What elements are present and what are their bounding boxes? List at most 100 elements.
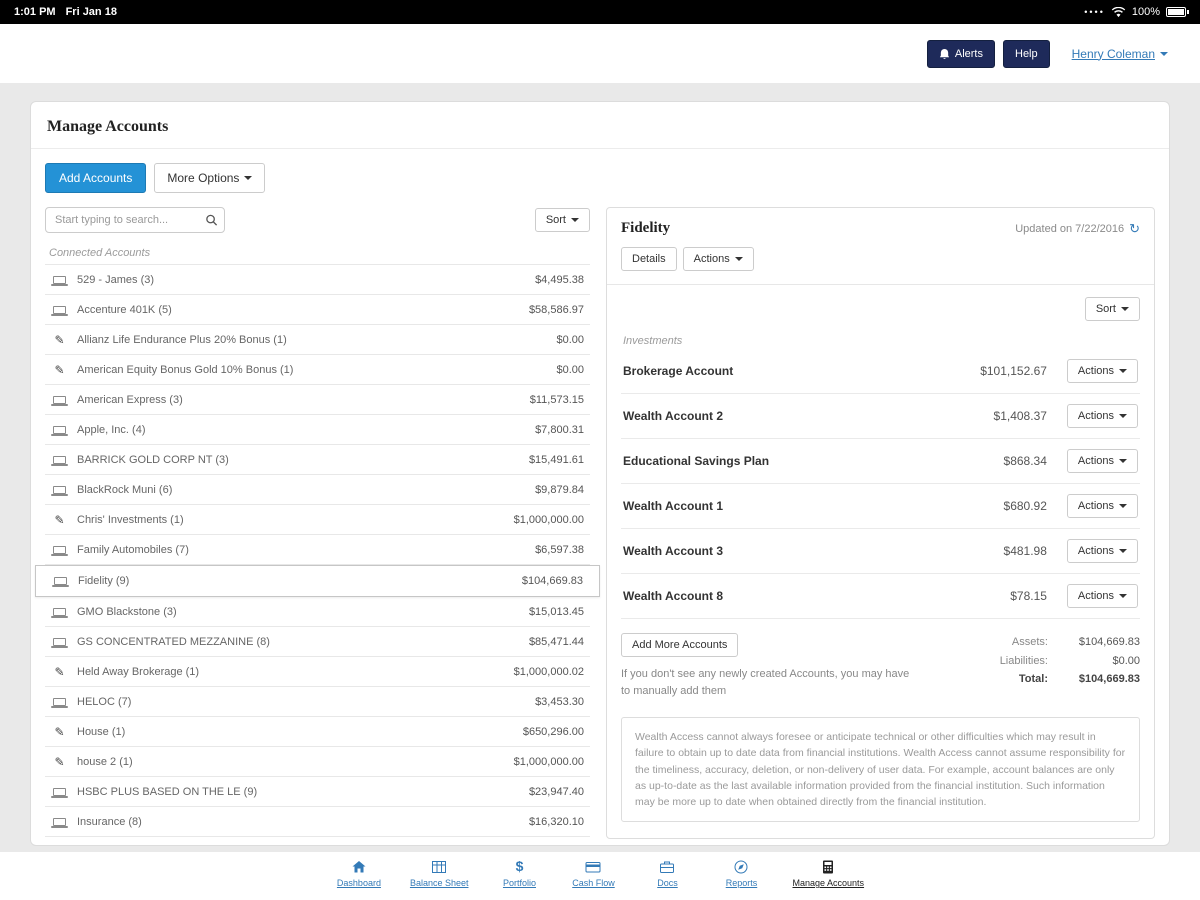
account-value: $1,000,000.02: [514, 666, 584, 678]
pencil-icon: ✎: [54, 756, 64, 768]
connected-accounts-list: ✎ 529 - James (3) $4,495.38 ✎ Accenture …: [45, 264, 590, 846]
chevron-down-icon: [1119, 369, 1127, 373]
account-name: Brokerage Account: [623, 364, 937, 378]
laptop-icon: [53, 638, 66, 646]
nav-label: Cash Flow: [572, 878, 615, 888]
account-name: Fidelity (9): [78, 575, 513, 587]
account-actions-button[interactable]: Actions: [1067, 584, 1138, 608]
actions-label: Actions: [694, 253, 730, 265]
account-value: $1,408.37: [937, 409, 1047, 423]
sort-label: Sort: [546, 214, 566, 226]
bottom-nav: Dashboard Balance Sheet $ Portfolio Cash…: [0, 852, 1200, 900]
card-actions-bar: Add Accounts More Options: [45, 163, 1155, 193]
add-more-accounts-button[interactable]: Add More Accounts: [621, 633, 738, 657]
list-sort-button[interactable]: Sort: [535, 208, 590, 232]
laptop-icon: [53, 486, 66, 494]
top-header: Alerts Help Henry Coleman: [0, 24, 1200, 83]
account-list-item[interactable]: ✎ BARRICK GOLD CORP NT (3) $15,491.61: [45, 445, 590, 475]
account-list-item[interactable]: ✎ Jim's Hedge FUnd (4) $5,583.58: [45, 837, 590, 846]
account-list-item[interactable]: ✎ Accenture 401K (5) $58,586.97: [45, 295, 590, 325]
account-actions-button[interactable]: Actions: [1067, 539, 1138, 563]
details-button[interactable]: Details: [621, 247, 677, 271]
account-value: $481.98: [937, 544, 1047, 558]
nav-portfolio[interactable]: $ Portfolio: [496, 858, 542, 900]
add-accounts-note: If you don't see any newly created Accou…: [621, 666, 921, 699]
account-list-item[interactable]: ✎ Apple, Inc. (4) $7,800.31: [45, 415, 590, 445]
laptop-icon: [53, 456, 66, 464]
account-list-item[interactable]: ✎ BlackRock Muni (6) $9,879.84: [45, 475, 590, 505]
connected-accounts-label: Connected Accounts: [49, 247, 590, 259]
investments-label: Investments: [623, 335, 1140, 347]
account-list-item[interactable]: ✎ American Express (3) $11,573.15: [45, 385, 590, 415]
accounts-list-panel: Sort Connected Accounts ✎ 529 - James (3…: [45, 207, 590, 846]
account-list-item[interactable]: ✎ HSBC PLUS BASED ON THE LE (9) $23,947.…: [45, 777, 590, 807]
laptop-icon: [53, 698, 66, 706]
account-value: $7,800.31: [535, 424, 584, 436]
sort-label: Sort: [1096, 303, 1116, 315]
account-list-item[interactable]: ✎ Fidelity (9) $104,669.83: [35, 565, 600, 597]
detail-sort-button[interactable]: Sort: [1085, 297, 1140, 321]
account-name: Accenture 401K (5): [77, 304, 520, 316]
account-value: $15,013.45: [529, 606, 584, 618]
account-list-item[interactable]: ✎ GS CONCENTRATED MEZZANINE (8) $85,471.…: [45, 627, 590, 657]
chevron-down-icon: [1119, 594, 1127, 598]
account-name: Family Automobiles (7): [77, 544, 526, 556]
battery-percent: 100%: [1132, 6, 1160, 18]
account-list-item[interactable]: ✎ Chris' Investments (1) $1,000,000.00: [45, 505, 590, 535]
chevron-down-icon: [1160, 52, 1168, 56]
account-actions-button[interactable]: Actions: [1067, 494, 1138, 518]
account-list-item[interactable]: ✎ American Equity Bonus Gold 10% Bonus (…: [45, 355, 590, 385]
pencil-icon: ✎: [54, 334, 64, 346]
account-value: $6,597.38: [535, 544, 584, 556]
home-icon: [351, 858, 367, 875]
battery-icon: [1166, 7, 1186, 17]
account-actions-button[interactable]: Actions: [1067, 449, 1138, 473]
nav-docs[interactable]: Docs: [644, 858, 690, 900]
account-value: $85,471.44: [529, 636, 584, 648]
account-list-item[interactable]: ✎ house 2 (1) $1,000,000.00: [45, 747, 590, 777]
account-name: BlackRock Muni (6): [77, 484, 526, 496]
totals-row: Total: $104,669.83: [1019, 670, 1140, 689]
totals-row: Liabilities: $0.00: [1000, 652, 1140, 671]
account-list-item[interactable]: ✎ Insurance (8) $16,320.10: [45, 807, 590, 837]
account-value: $23,947.40: [529, 786, 584, 798]
account-name: Wealth Account 1: [623, 499, 937, 513]
account-name: Allianz Life Endurance Plus 20% Bonus (1…: [77, 334, 547, 346]
account-list-item[interactable]: ✎ Held Away Brokerage (1) $1,000,000.02: [45, 657, 590, 687]
more-options-button[interactable]: More Options: [154, 163, 265, 193]
account-list-item[interactable]: ✎ 529 - James (3) $4,495.38: [45, 265, 590, 295]
account-value: $1,000,000.00: [514, 514, 584, 526]
nav-cash-flow[interactable]: Cash Flow: [570, 858, 616, 900]
nav-dashboard[interactable]: Dashboard: [336, 858, 382, 900]
account-actions-button[interactable]: Actions: [1067, 404, 1138, 428]
manage-accounts-card: Manage Accounts Add Accounts More Option…: [30, 101, 1170, 846]
institution-account-row: Wealth Account 8 $78.15 Actions: [621, 574, 1140, 619]
user-menu[interactable]: Henry Coleman: [1072, 47, 1168, 61]
nav-manage-accounts[interactable]: Manage Accounts: [792, 858, 864, 900]
refresh-icon[interactable]: ↻: [1129, 221, 1140, 237]
account-list-item[interactable]: ✎ Family Automobiles (7) $6,597.38: [45, 535, 590, 565]
account-list-item[interactable]: ✎ HELOC (7) $3,453.30: [45, 687, 590, 717]
laptop-icon: [53, 788, 66, 796]
institution-account-row: Educational Savings Plan $868.34 Actions: [621, 439, 1140, 484]
nav-reports[interactable]: Reports: [718, 858, 764, 900]
account-list-item[interactable]: ✎ House (1) $650,296.00: [45, 717, 590, 747]
account-name: house 2 (1): [77, 756, 505, 768]
account-name: Chris' Investments (1): [77, 514, 505, 526]
institution-actions-button[interactable]: Actions: [683, 247, 754, 271]
add-accounts-button[interactable]: Add Accounts: [45, 163, 146, 193]
account-value: $11,573.15: [530, 394, 584, 406]
account-list-item[interactable]: ✎ Allianz Life Endurance Plus 20% Bonus …: [45, 325, 590, 355]
wifi-icon: [1111, 7, 1126, 18]
alerts-button[interactable]: Alerts: [927, 40, 995, 68]
search-input[interactable]: [45, 207, 225, 233]
nav-balance-sheet[interactable]: Balance Sheet: [410, 858, 469, 900]
help-button[interactable]: Help: [1003, 40, 1050, 68]
account-actions-button[interactable]: Actions: [1067, 359, 1138, 383]
dollar-icon: $: [516, 858, 524, 875]
account-list-item[interactable]: ✎ GMO Blackstone (3) $15,013.45: [45, 597, 590, 627]
account-value: $16,320.10: [529, 816, 584, 828]
divider: [607, 284, 1154, 285]
institution-account-row: Brokerage Account $101,152.67 Actions: [621, 349, 1140, 394]
chevron-down-icon: [735, 257, 743, 261]
